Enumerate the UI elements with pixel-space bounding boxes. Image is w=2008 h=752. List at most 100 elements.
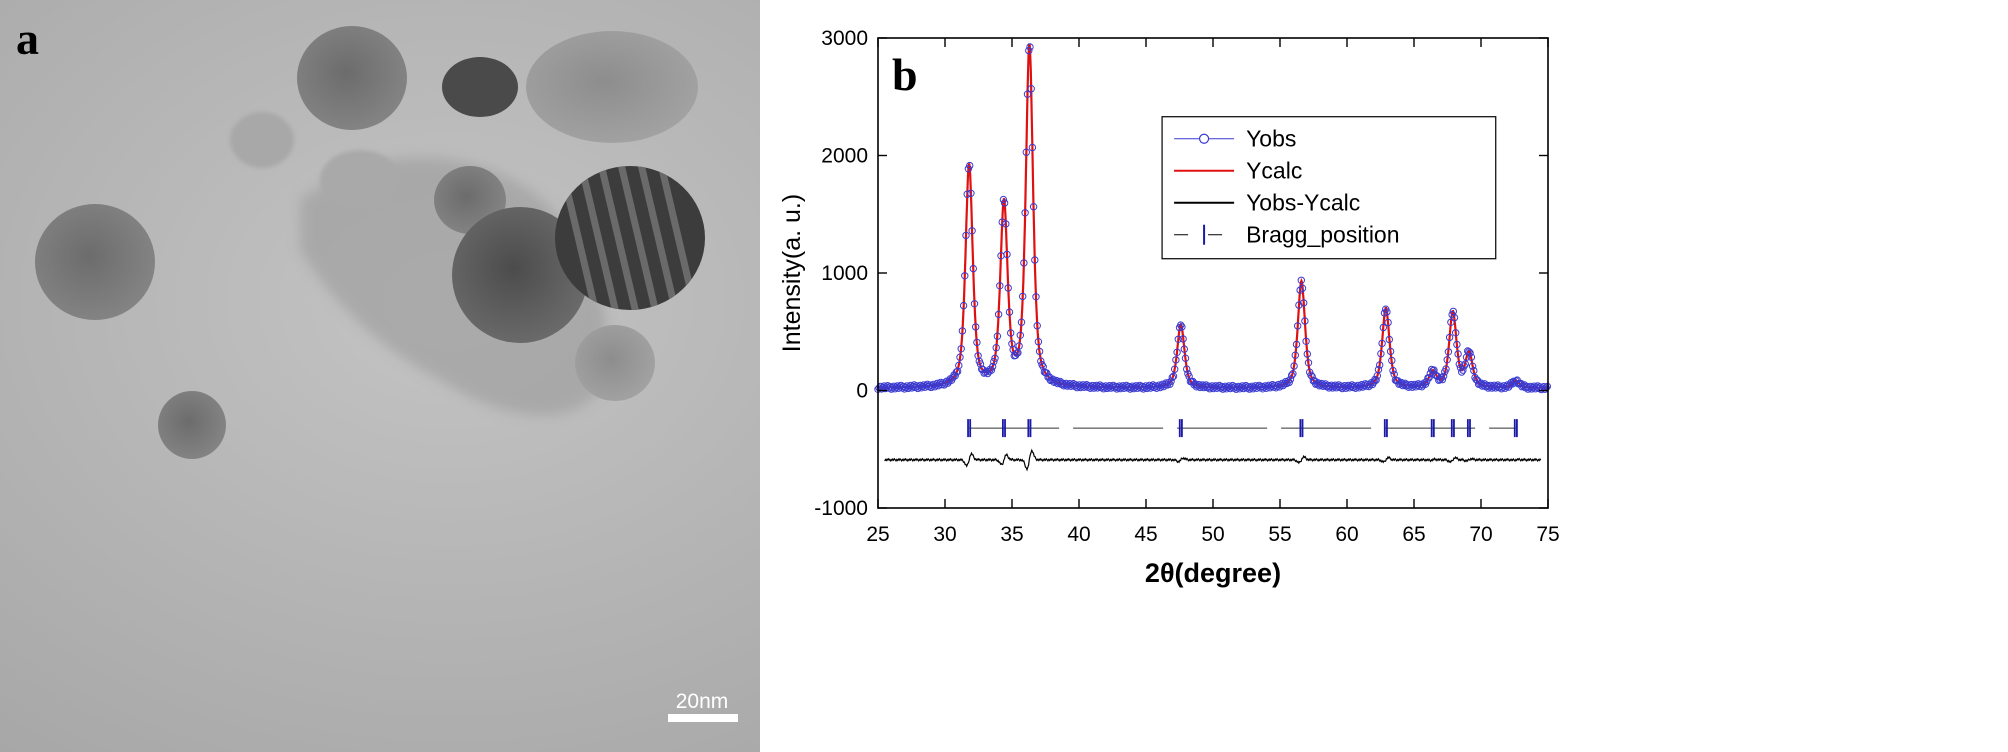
x-tick-label: 45 [1134, 523, 1157, 546]
yobs-point [1290, 362, 1298, 370]
yobs-point [1029, 203, 1038, 211]
yobs-point [1461, 360, 1469, 368]
nanoparticle [158, 391, 226, 459]
nanoparticle [442, 57, 518, 117]
yobs-point [1365, 382, 1373, 391]
x-tick-label: 40 [1067, 523, 1090, 546]
panel-label-a: a [16, 13, 39, 64]
yobs-point [1429, 367, 1437, 375]
x-tick-label: 50 [1201, 523, 1224, 546]
yobs-point [990, 357, 998, 366]
yobs-point [941, 379, 950, 387]
yobs-point [1179, 335, 1187, 343]
yobs-point [970, 300, 979, 308]
x-tick-label: 70 [1469, 523, 1492, 546]
yobs-point [1178, 323, 1186, 331]
yobs-point [1168, 373, 1176, 382]
yobs-point [1180, 345, 1188, 353]
scale-bar [668, 714, 738, 722]
x-tick-label: 25 [866, 523, 889, 546]
yobs-point [1171, 365, 1179, 373]
yobs-point [1376, 361, 1384, 369]
yobs-point [1014, 349, 1022, 357]
yobs-point [996, 282, 1004, 290]
yobs-point [1026, 43, 1034, 51]
yobs-point [1294, 322, 1302, 330]
y-tick-label: 2000 [821, 145, 868, 168]
yobs-point [1296, 286, 1304, 294]
yobs-point [1447, 318, 1455, 326]
yobs-point [1386, 347, 1395, 356]
legend-marker-yobs [1198, 133, 1210, 144]
yobs-point [1302, 337, 1310, 345]
yobs-point [1020, 259, 1028, 267]
yobs-point [1196, 383, 1204, 392]
yobs-point [1476, 380, 1484, 388]
yobs-point [980, 369, 988, 377]
yobs-point [1063, 382, 1071, 390]
yobs-point [1051, 377, 1059, 386]
yobs-point [1459, 366, 1467, 374]
nanoparticle [575, 325, 655, 401]
yobs-point [1019, 292, 1027, 301]
yobs-point [1189, 377, 1197, 386]
yobs-point [1292, 340, 1301, 349]
yobs-point [1450, 313, 1459, 322]
yobs-point [1445, 333, 1454, 342]
yobs-point [1439, 372, 1448, 380]
yobs-point [1017, 318, 1026, 326]
nanoparticle [452, 207, 588, 343]
yobs-point [1177, 321, 1185, 329]
yobs-point [1374, 365, 1383, 374]
yobs-point [1289, 370, 1297, 378]
yobs-point [1022, 148, 1030, 156]
yobs-point [1454, 350, 1462, 358]
yobs-point [973, 338, 981, 347]
yobs-point [1384, 318, 1392, 327]
yobs-point [1389, 366, 1397, 375]
yobs-point [972, 323, 980, 331]
yobs-point [1297, 276, 1305, 284]
yobs-point [1295, 301, 1303, 309]
yobs-point [1000, 199, 1009, 207]
yobs-point [988, 362, 997, 371]
yobs-point [1379, 323, 1387, 332]
yobs-point [1173, 348, 1181, 356]
y-tick-label: 0 [856, 380, 868, 403]
yobs-point [1015, 342, 1023, 350]
yobs-point [987, 366, 996, 374]
scale-bar-label: 20nm [676, 690, 729, 713]
yobs-point [1466, 349, 1474, 357]
yobs-point [962, 231, 970, 240]
yobs-point [1162, 379, 1170, 387]
yobs-point [1383, 308, 1391, 316]
yobs-point [1425, 374, 1433, 382]
yobs-point [959, 301, 968, 310]
yobs-point [1048, 376, 1056, 384]
yobs-point [1503, 381, 1512, 389]
yobs-point [1190, 381, 1198, 389]
yobs-point [998, 218, 1006, 226]
yobs-point [1372, 376, 1380, 384]
yobs-point [1378, 339, 1386, 348]
yobs-point [1301, 317, 1309, 325]
yobs-point [1377, 350, 1385, 358]
nanoparticle [526, 31, 698, 143]
yobs-point [1456, 363, 1465, 372]
yobs-point [967, 189, 975, 198]
yobs-point [1453, 340, 1461, 349]
yobs-point [966, 161, 974, 170]
yobs-point [1003, 250, 1011, 259]
yobs-point [969, 264, 978, 273]
legend: Yobs Ycalc Yobs-Ycalc Bragg_position [1161, 116, 1497, 260]
yobs-point [999, 195, 1008, 204]
y-tick-label: 1000 [821, 262, 868, 285]
yobs-point [1300, 299, 1308, 307]
yobs-point [1460, 362, 1468, 370]
yobs-point [963, 190, 971, 198]
faint-particle [230, 112, 294, 168]
yobs-point [1035, 347, 1044, 356]
yobs-point [1388, 356, 1396, 365]
yobs-point [1435, 376, 1443, 384]
yobs-point [943, 377, 951, 385]
